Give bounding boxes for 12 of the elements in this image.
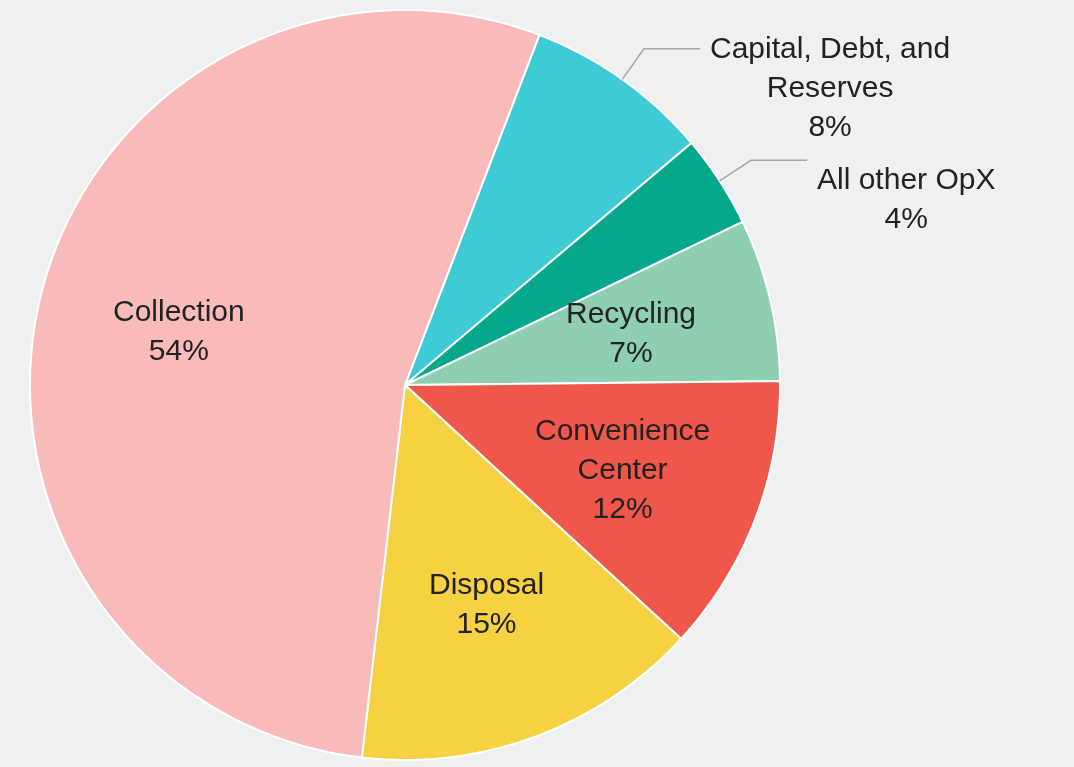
- slice-label: Recycling: [566, 296, 697, 329]
- data-label: 7%: [609, 335, 653, 368]
- data-label: 54%: [148, 333, 209, 366]
- data-label: 15%: [456, 606, 517, 639]
- slice-label: Disposal: [429, 567, 545, 600]
- data-label: 4%: [884, 201, 928, 234]
- slice-label: Collection: [113, 294, 245, 327]
- slice-label: All other OpX: [817, 162, 996, 195]
- data-label: 12%: [592, 491, 653, 524]
- data-label: 8%: [808, 109, 852, 142]
- slice-label: Convenience Center: [535, 413, 711, 485]
- slice-label: Capital, Debt, and Reserves: [710, 31, 951, 103]
